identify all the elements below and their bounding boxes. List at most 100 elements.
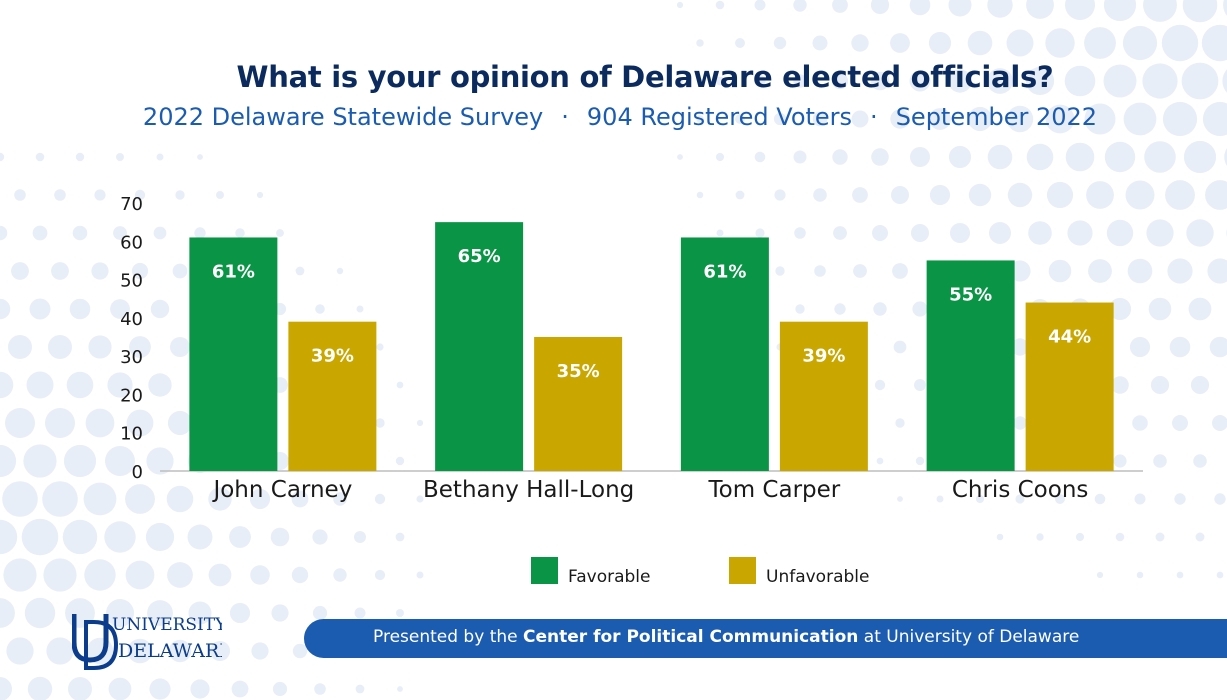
background-dot bbox=[1104, 141, 1136, 173]
background-dot bbox=[249, 488, 271, 510]
background-dot bbox=[147, 600, 173, 626]
legend-label-favorable: Favorable bbox=[568, 567, 651, 587]
background-dot bbox=[1182, 0, 1218, 23]
background-dot bbox=[231, 680, 249, 698]
background-dot bbox=[208, 487, 232, 511]
background-dot bbox=[0, 677, 12, 700]
y-tick-label: 60 bbox=[120, 232, 143, 253]
background-dot bbox=[715, 0, 725, 10]
background-dot bbox=[929, 184, 951, 206]
background-dot bbox=[0, 298, 11, 320]
background-dot bbox=[170, 337, 190, 357]
background-dot bbox=[1111, 376, 1129, 394]
background-dot bbox=[396, 609, 404, 617]
background-dot bbox=[909, 0, 931, 16]
background-dot bbox=[190, 679, 210, 699]
background-dot bbox=[1045, 28, 1075, 58]
background-dot bbox=[832, 149, 848, 165]
background-dot bbox=[870, 0, 890, 15]
background-dot bbox=[1115, 532, 1125, 542]
background-dot bbox=[26, 371, 54, 399]
background-dot bbox=[1064, 65, 1096, 97]
background-dot bbox=[1132, 415, 1148, 431]
background-dot bbox=[0, 152, 5, 162]
background-dot bbox=[912, 301, 928, 317]
bar-unfavorable-3 bbox=[1025, 302, 1114, 471]
background-dot bbox=[315, 304, 325, 314]
background-dot bbox=[126, 409, 154, 437]
background-dot bbox=[996, 533, 1004, 541]
background-dot bbox=[134, 189, 146, 201]
footer-center-name: Center for Political Communication bbox=[523, 627, 859, 647]
background-dot bbox=[312, 529, 328, 545]
background-dot bbox=[396, 381, 404, 389]
background-dot bbox=[229, 602, 251, 624]
background-dot bbox=[1176, 571, 1184, 579]
background-dot bbox=[27, 676, 53, 700]
background-dot bbox=[715, 152, 725, 162]
background-dot bbox=[1214, 493, 1226, 505]
background-dot bbox=[812, 35, 828, 51]
background-dot bbox=[84, 559, 116, 591]
background-dot bbox=[1055, 494, 1065, 504]
background-dot bbox=[1013, 416, 1027, 430]
background-dot bbox=[292, 643, 308, 659]
background-dot bbox=[1195, 532, 1205, 542]
background-dot bbox=[1161, 24, 1199, 62]
subtitle-separator: · bbox=[870, 103, 878, 131]
background-dot bbox=[175, 190, 185, 200]
background-dot bbox=[950, 223, 970, 243]
background-dot bbox=[116, 153, 124, 161]
background-dot bbox=[333, 492, 347, 506]
y-tick-label: 0 bbox=[132, 462, 143, 483]
background-dot bbox=[104, 521, 136, 553]
bar-unfavorable-0 bbox=[288, 321, 377, 471]
background-dot bbox=[1103, 64, 1137, 98]
chart-title: What is your opinion of Delaware elected… bbox=[236, 60, 1054, 94]
background-dot bbox=[1094, 493, 1106, 505]
background-dot bbox=[45, 408, 75, 438]
background-dot bbox=[793, 0, 807, 12]
background-dot bbox=[1011, 338, 1029, 356]
background-dot bbox=[24, 597, 56, 629]
background-dot bbox=[1174, 493, 1186, 505]
background-dot bbox=[989, 222, 1011, 244]
background-dot bbox=[735, 190, 745, 200]
background-dot bbox=[85, 408, 115, 438]
background-dot bbox=[1075, 532, 1085, 542]
background-dot bbox=[813, 188, 827, 202]
background-dot bbox=[832, 0, 848, 13]
background-dot bbox=[270, 527, 290, 547]
background-dot bbox=[42, 481, 78, 517]
data-label: 35% bbox=[557, 361, 600, 382]
background-dot bbox=[416, 571, 424, 579]
background-dot bbox=[69, 298, 91, 320]
background-dot bbox=[1172, 415, 1188, 431]
background-dot bbox=[1146, 219, 1174, 247]
legend-swatch-favorable bbox=[531, 556, 558, 584]
background-dot bbox=[1028, 221, 1052, 245]
background-dot bbox=[874, 379, 886, 391]
background-dot bbox=[105, 446, 135, 476]
background-dot bbox=[32, 225, 48, 241]
y-tick-label: 20 bbox=[120, 385, 143, 406]
background-dot bbox=[1026, 143, 1054, 171]
background-dot bbox=[23, 444, 57, 478]
background-dot bbox=[716, 229, 724, 237]
background-dot bbox=[374, 493, 386, 505]
background-dot bbox=[256, 191, 264, 199]
background-dot bbox=[1202, 101, 1227, 137]
background-dot bbox=[1136, 571, 1144, 579]
data-label: 44% bbox=[1048, 327, 1091, 348]
background-dot bbox=[108, 677, 132, 700]
background-dot bbox=[1007, 182, 1033, 208]
bar-favorable-1 bbox=[435, 222, 524, 471]
background-dot bbox=[948, 145, 972, 169]
background-dot bbox=[62, 519, 98, 555]
background-dot bbox=[834, 303, 846, 315]
background-dot bbox=[1006, 105, 1034, 133]
background-dot bbox=[892, 263, 908, 279]
background-dot bbox=[107, 372, 133, 398]
background-dot bbox=[291, 490, 309, 508]
x-category-label: Bethany Hall-Long bbox=[423, 477, 634, 503]
